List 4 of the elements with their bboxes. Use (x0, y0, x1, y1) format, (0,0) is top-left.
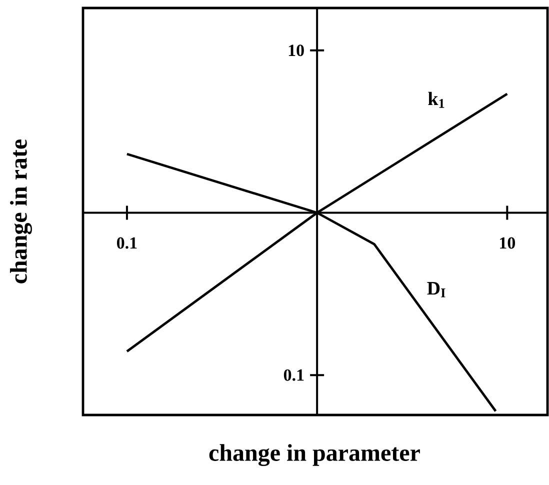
x-axis-title: change in parameter (209, 444, 420, 466)
y-axis-title: change in rate (10, 140, 32, 284)
series-label: k$_{1}$ (428, 92, 444, 108)
series-label: D$_{I}$ (427, 282, 446, 298)
